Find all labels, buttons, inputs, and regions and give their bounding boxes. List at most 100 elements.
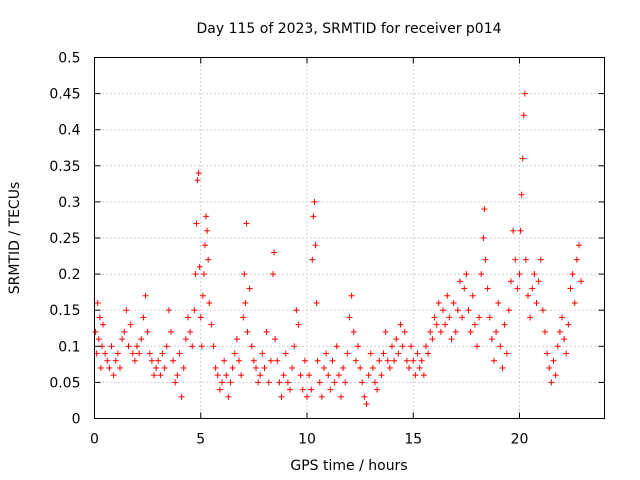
data-point bbox=[391, 357, 398, 364]
data-point bbox=[539, 307, 546, 314]
data-point bbox=[395, 350, 402, 357]
data-point bbox=[478, 271, 485, 278]
data-point bbox=[193, 220, 200, 227]
data-point bbox=[372, 379, 378, 386]
data-point bbox=[127, 321, 134, 328]
data-point bbox=[416, 364, 423, 371]
data-point bbox=[210, 343, 217, 350]
data-point bbox=[291, 343, 298, 350]
y-tick-label: 0.45 bbox=[49, 87, 80, 103]
data-point bbox=[284, 379, 291, 386]
data-point bbox=[200, 271, 207, 278]
data-point bbox=[533, 299, 540, 306]
data-point bbox=[108, 343, 115, 350]
data-point bbox=[403, 357, 410, 364]
data-point bbox=[525, 292, 531, 299]
data-point bbox=[401, 328, 408, 335]
data-point bbox=[361, 393, 368, 400]
data-point bbox=[110, 372, 117, 379]
data-point bbox=[386, 364, 393, 371]
data-point bbox=[195, 170, 202, 177]
data-point bbox=[465, 307, 472, 314]
data-point bbox=[484, 285, 491, 292]
data-point bbox=[219, 379, 225, 386]
x-tick-label: 5 bbox=[196, 432, 205, 448]
data-point bbox=[488, 336, 495, 343]
data-point bbox=[442, 321, 449, 328]
data-point bbox=[157, 372, 164, 379]
data-point bbox=[194, 177, 201, 184]
data-point bbox=[459, 314, 466, 321]
data-point bbox=[151, 372, 157, 379]
data-point bbox=[196, 263, 203, 270]
data-point bbox=[467, 328, 474, 335]
data-point bbox=[168, 328, 174, 335]
data-point bbox=[503, 350, 510, 357]
data-point bbox=[272, 336, 279, 343]
grid-layer bbox=[94, 57, 605, 419]
data-point bbox=[493, 328, 500, 335]
data-point bbox=[161, 364, 168, 371]
data-point bbox=[335, 372, 342, 379]
data-point bbox=[378, 372, 385, 379]
data-point bbox=[138, 336, 145, 343]
data-point bbox=[170, 357, 177, 364]
data-point bbox=[452, 328, 459, 335]
data-point bbox=[519, 155, 526, 162]
data-point bbox=[295, 321, 302, 328]
data-point bbox=[293, 307, 300, 314]
data-point bbox=[563, 350, 570, 357]
data-point bbox=[501, 321, 508, 328]
data-point bbox=[382, 328, 389, 335]
data-point bbox=[223, 372, 230, 379]
data-point bbox=[535, 278, 542, 285]
data-point bbox=[314, 357, 321, 364]
data-point bbox=[418, 357, 425, 364]
data-point bbox=[318, 393, 325, 400]
data-point bbox=[310, 213, 317, 220]
data-point bbox=[276, 379, 283, 386]
y-tick-label: 0.4 bbox=[58, 123, 80, 139]
data-point bbox=[440, 307, 446, 314]
data-point bbox=[399, 343, 406, 350]
data-point bbox=[297, 372, 304, 379]
data-point bbox=[102, 350, 109, 357]
y-tick-label: 0.35 bbox=[49, 159, 80, 175]
data-point bbox=[376, 357, 383, 364]
data-point bbox=[348, 292, 355, 299]
data-point bbox=[550, 357, 557, 364]
data-point bbox=[444, 292, 451, 299]
data-point bbox=[355, 343, 361, 350]
data-point bbox=[461, 285, 468, 292]
data-point bbox=[208, 321, 215, 328]
data-point bbox=[159, 350, 166, 357]
data-point bbox=[180, 364, 187, 371]
data-point bbox=[304, 393, 310, 400]
data-point bbox=[119, 336, 126, 343]
y-axis-label: SRMTID / TECUs bbox=[7, 182, 23, 295]
data-point bbox=[357, 364, 364, 371]
y-tick-label: 0.1 bbox=[58, 339, 80, 355]
y-tick-label: 0.25 bbox=[49, 231, 80, 247]
data-point bbox=[437, 328, 444, 335]
data-point bbox=[221, 357, 228, 364]
data-point bbox=[537, 256, 544, 263]
data-point bbox=[516, 271, 523, 278]
data-point bbox=[250, 357, 257, 364]
data-point bbox=[435, 299, 442, 306]
data-point bbox=[243, 220, 250, 227]
data-point bbox=[481, 206, 488, 213]
data-point bbox=[202, 242, 208, 249]
x-tick-label: 10 bbox=[298, 432, 316, 448]
data-point bbox=[327, 386, 334, 393]
data-point bbox=[331, 379, 338, 386]
labels-layer: 0 0.05 0.1 0.15 0.2 0.25 0.3 0.35 0.4 0.45 0.5 0 5 10… bbox=[49, 51, 528, 448]
data-point bbox=[406, 364, 412, 371]
data-point bbox=[206, 299, 213, 306]
data-point bbox=[212, 364, 219, 371]
data-point bbox=[241, 271, 248, 278]
data-point bbox=[165, 307, 172, 314]
data-point bbox=[482, 256, 489, 263]
data-point bbox=[340, 364, 347, 371]
